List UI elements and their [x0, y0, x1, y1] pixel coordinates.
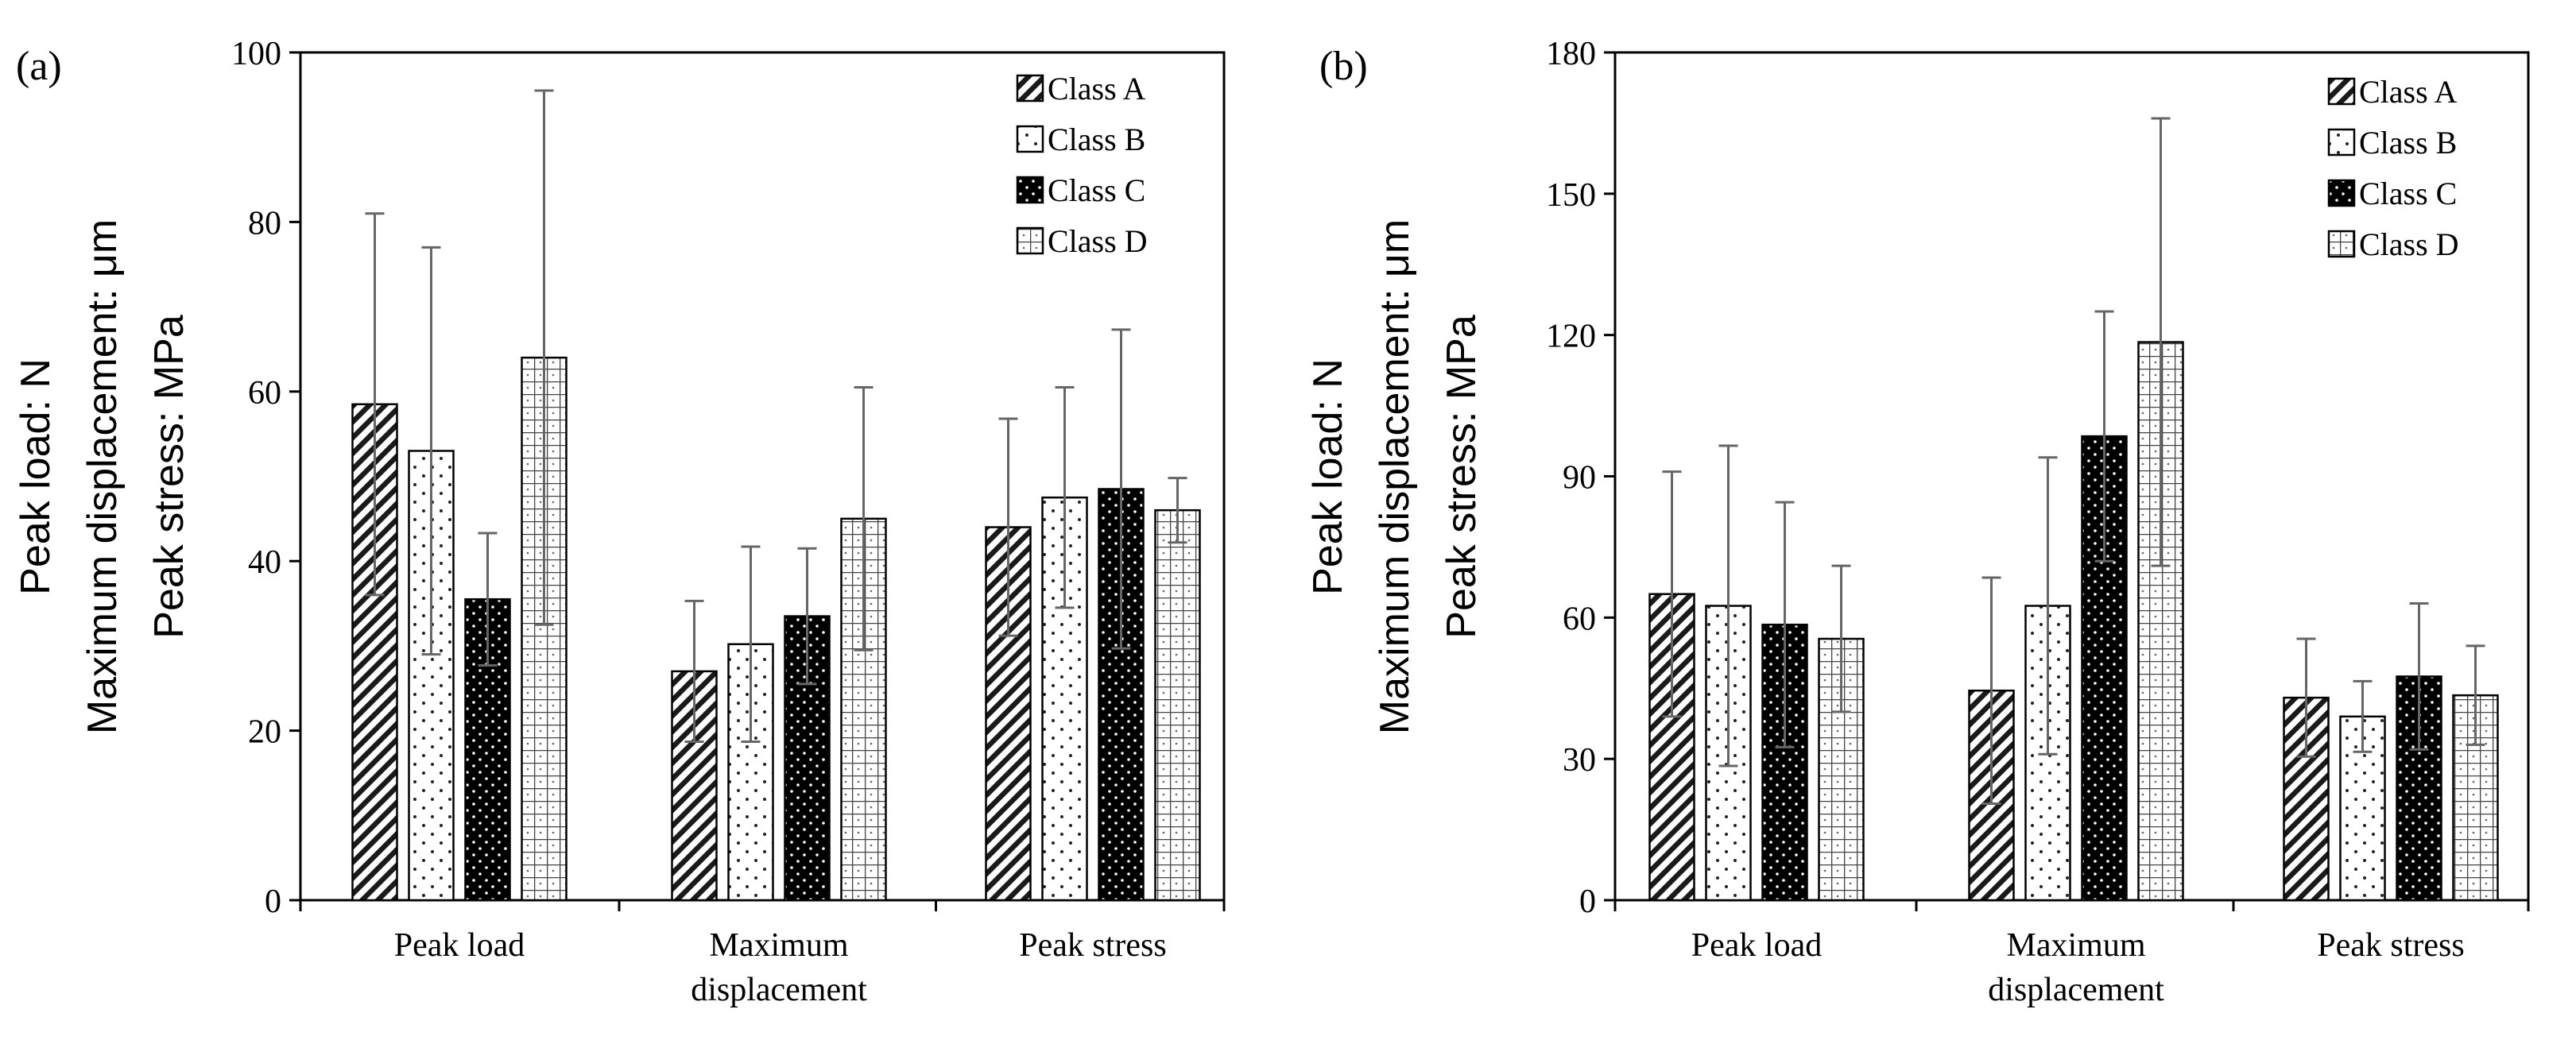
panel-a-y-tick-label: 80	[248, 205, 281, 242]
panel-b-legend-swatch	[2327, 230, 2356, 258]
panel-b-y-tick-label: 60	[1563, 601, 1596, 637]
panel-a-x-category-label: displacement	[691, 972, 867, 1008]
panel-a-x-category-label: Maximum	[710, 927, 849, 964]
panel-a-y-tick-label: 100	[231, 36, 281, 72]
panel-b-legend-label: Class B	[2359, 125, 2457, 160]
panel-b-y-axis-label: Peak stress: MPa	[1439, 315, 1485, 639]
panel-a-x-category-label: Peak load	[394, 927, 525, 964]
panel-b-legend-label: Class D	[2359, 226, 2459, 262]
panel-b-y-tick-label: 120	[1546, 319, 1596, 355]
panel-b-legend-label: Class C	[2359, 176, 2457, 211]
panel-a-legend-label: Class A	[1048, 71, 1145, 106]
panel-b-legend-label: Class A	[2359, 74, 2457, 110]
panel-b-y-tick-label: 0	[1579, 884, 1596, 920]
panel-a-y-tick-label: 20	[248, 714, 281, 751]
panel-b-x-category-label: Peak load	[1691, 927, 1822, 964]
panel-b-y-axis-label: Peak load: N	[1305, 358, 1351, 595]
panel-a-legend-label: Class B	[1048, 122, 1145, 157]
panel-b-y-tick-label: 150	[1546, 177, 1596, 214]
panel-a-bar-class-a	[671, 670, 718, 902]
panel-b-y-tick-label: 90	[1563, 460, 1596, 497]
panel-b-chart: (b) Peak load: N Maximum displacement: μm P…	[1305, 36, 2530, 1008]
panel-a-legend-swatch	[1016, 176, 1044, 204]
panel-a-y-axis-label: Peak stress: MPa	[146, 315, 192, 639]
panel-a-x-category-label: Peak stress	[1019, 927, 1166, 964]
panel-b-legend-swatch	[2327, 77, 2356, 106]
panel-a-legend-label: Class D	[1048, 223, 1148, 259]
panel-a-chart: (a) Peak load: N Maximum displacement: μm P…	[13, 36, 1226, 1008]
panel-a-y-tick-label: 0	[265, 884, 281, 920]
panel-b-x-category-label: displacement	[1988, 972, 2164, 1008]
panel-b-y-tick-label: 180	[1546, 36, 1596, 72]
panel-b-y-axis-label: Maximum displacement: μm	[1372, 219, 1418, 734]
panel-b-y-tick-label: 30	[1563, 742, 1596, 779]
panel-b-x-category-label: Maximum	[2007, 927, 2146, 964]
panel-b-label: (b)	[1319, 44, 1368, 89]
panel-a-y-tick-label: 40	[248, 544, 281, 581]
panel-a-y-tick-label: 60	[248, 375, 281, 412]
panel-a-bar-class-d	[1154, 508, 1201, 902]
panel-a-y-axis-label: Maximum displacement: μm	[79, 219, 126, 734]
panel-a-legend-label: Class C	[1048, 172, 1145, 208]
panel-a-y-axis-label: Peak load: N	[13, 358, 59, 595]
panel-b-legend-swatch	[2327, 179, 2356, 207]
panel-a-legend-swatch	[1016, 125, 1044, 153]
panel-b-legend-swatch	[2327, 128, 2356, 157]
panel-a-label: (a)	[16, 44, 62, 89]
panel-a-legend-swatch	[1016, 226, 1044, 255]
panel-b-x-category-label: Peak stress	[2317, 927, 2464, 964]
panel-a-legend-swatch	[1016, 74, 1044, 102]
